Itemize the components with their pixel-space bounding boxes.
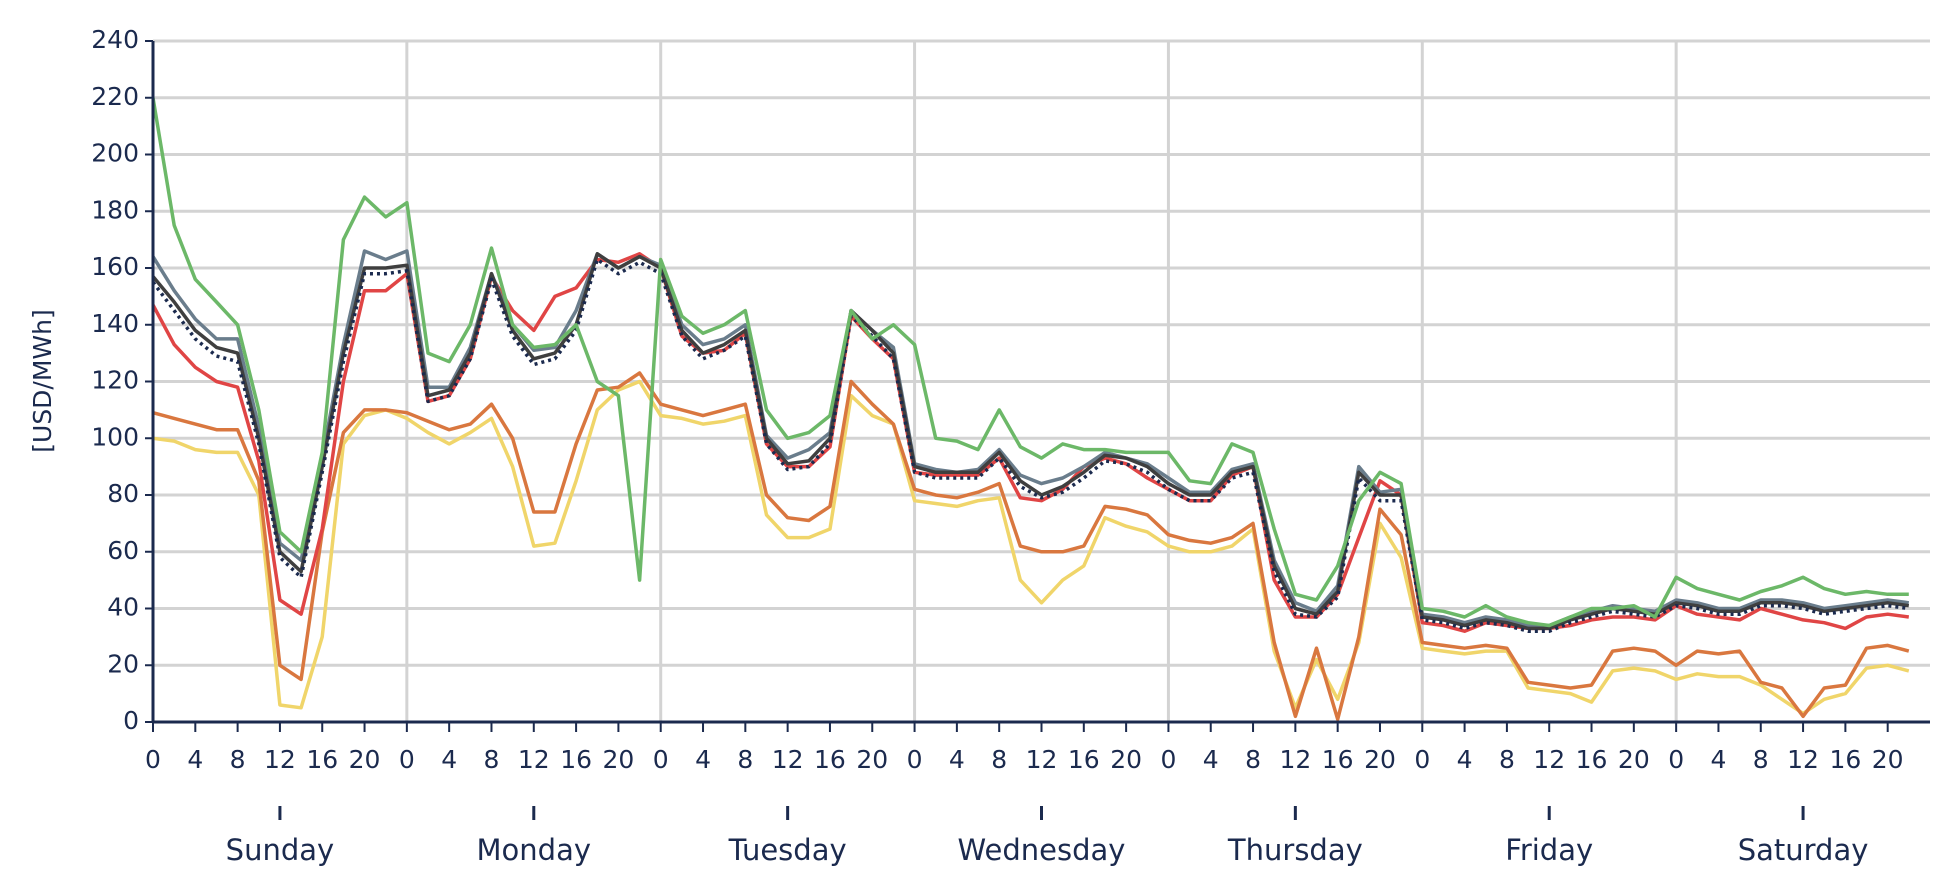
- x-tick-label: 20: [856, 745, 888, 774]
- series-line: [151, 249, 1910, 628]
- y-tick-label: 200: [91, 139, 139, 168]
- x-tick-label: 12: [1026, 745, 1058, 774]
- x-tick-label: 12: [1279, 745, 1311, 774]
- y-axis-label: [USD/MWh]: [28, 309, 57, 452]
- x-tick-label: 4: [695, 745, 711, 774]
- day-label: Sunday: [226, 833, 335, 867]
- day-label: Monday: [477, 833, 592, 867]
- x-tick-label: 0: [1668, 745, 1684, 774]
- x-tick-label: 0: [399, 745, 415, 774]
- x-tick-label: 0: [145, 745, 161, 774]
- day-label: Thursday: [1227, 833, 1363, 867]
- series-line: [152, 379, 1910, 716]
- day-label: Friday: [1505, 833, 1593, 867]
- x-tick-label: 8: [484, 745, 500, 774]
- day-label: Saturday: [1738, 833, 1869, 867]
- x-tick-label: 4: [441, 745, 457, 774]
- x-tick-label: 20: [349, 745, 381, 774]
- x-tick-label: 20: [1364, 745, 1396, 774]
- x-tick-label: 16: [814, 745, 846, 774]
- y-tick-label: 20: [107, 649, 139, 678]
- x-tick-label: 0: [653, 745, 669, 774]
- x-tick-label: 4: [1710, 745, 1726, 774]
- series-line: [151, 252, 1910, 633]
- x-tick-label: 0: [1414, 745, 1430, 774]
- y-tick-label: 180: [91, 195, 139, 224]
- x-tick-label: 8: [230, 745, 246, 774]
- y-tick-label: 160: [91, 252, 139, 281]
- y-tick-label: 0: [123, 706, 139, 735]
- y-tick-label: 240: [91, 25, 139, 54]
- x-tick-label: 16: [1829, 745, 1861, 774]
- x-tick-label: 4: [1457, 745, 1473, 774]
- x-tick-label: 12: [772, 745, 804, 774]
- x-tick-label: 12: [264, 745, 296, 774]
- x-tick-label: 20: [1872, 745, 1904, 774]
- x-tick-label: 4: [1203, 745, 1219, 774]
- y-tick-label: 100: [91, 422, 139, 451]
- y-tick-label: 60: [107, 536, 139, 565]
- x-tick-label: 16: [1322, 745, 1354, 774]
- x-tick-label: 16: [306, 745, 338, 774]
- day-label: Wednesday: [958, 833, 1126, 867]
- x-tick-label: 16: [1576, 745, 1608, 774]
- x-tick-label: 20: [1110, 745, 1142, 774]
- y-tick-label: 80: [107, 479, 139, 508]
- x-tick-label: 8: [1499, 745, 1515, 774]
- x-tick-label: 12: [1787, 745, 1819, 774]
- day-label: Tuesday: [728, 833, 847, 867]
- x-tick-label: 20: [1618, 745, 1650, 774]
- series-line: [151, 97, 1909, 628]
- y-tick-label: 120: [91, 366, 139, 395]
- y-tick-label: 140: [91, 309, 139, 338]
- y-tick-label: 220: [91, 82, 139, 111]
- x-tick-label: 12: [518, 745, 550, 774]
- x-tick-label: 0: [907, 745, 923, 774]
- x-tick-label: 8: [1753, 745, 1769, 774]
- x-tick-label: 8: [1245, 745, 1261, 774]
- series-line: [152, 371, 1910, 721]
- x-tick-label: 16: [560, 745, 592, 774]
- x-tick-label: 12: [1533, 745, 1565, 774]
- x-tick-label: 8: [991, 745, 1007, 774]
- x-tick-label: 16: [1068, 745, 1100, 774]
- x-tick-label: 20: [602, 745, 634, 774]
- x-tick-label: 4: [187, 745, 203, 774]
- series-line: [151, 257, 1910, 633]
- x-tick-label: 8: [737, 745, 753, 774]
- x-tick-label: 0: [1160, 745, 1176, 774]
- x-tick-label: 4: [949, 745, 965, 774]
- y-tick-label: 40: [107, 593, 139, 622]
